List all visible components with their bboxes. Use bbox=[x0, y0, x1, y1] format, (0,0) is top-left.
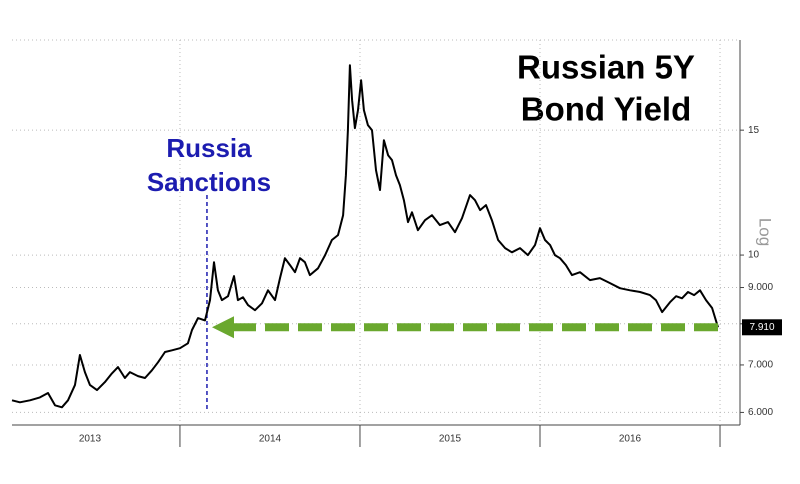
x-tick-label: 2013 bbox=[79, 434, 102, 445]
x-tick-label: 2016 bbox=[619, 434, 642, 445]
last-value-label: 7.910 bbox=[749, 322, 774, 333]
y-axis-label: Log bbox=[756, 218, 775, 246]
chart-title: Bond Yield bbox=[521, 91, 692, 128]
last-value-box bbox=[742, 319, 782, 336]
chart-title: Russian 5Y bbox=[517, 49, 695, 86]
x-tick-label: 2014 bbox=[259, 434, 282, 445]
x-tick-label: 2015 bbox=[439, 434, 462, 445]
y-tick-label: 6.000 bbox=[748, 407, 773, 418]
y-tick-label: 10 bbox=[748, 250, 760, 261]
y-tick-label: 15 bbox=[748, 125, 760, 136]
y-tick-label: 9.000 bbox=[748, 282, 773, 293]
y-tick-label: 7.000 bbox=[748, 360, 773, 371]
price-line bbox=[11, 64, 719, 409]
arrow-head bbox=[212, 316, 234, 339]
annotation-text: Russia bbox=[166, 133, 252, 163]
annotation-text: Sanctions bbox=[147, 167, 271, 197]
